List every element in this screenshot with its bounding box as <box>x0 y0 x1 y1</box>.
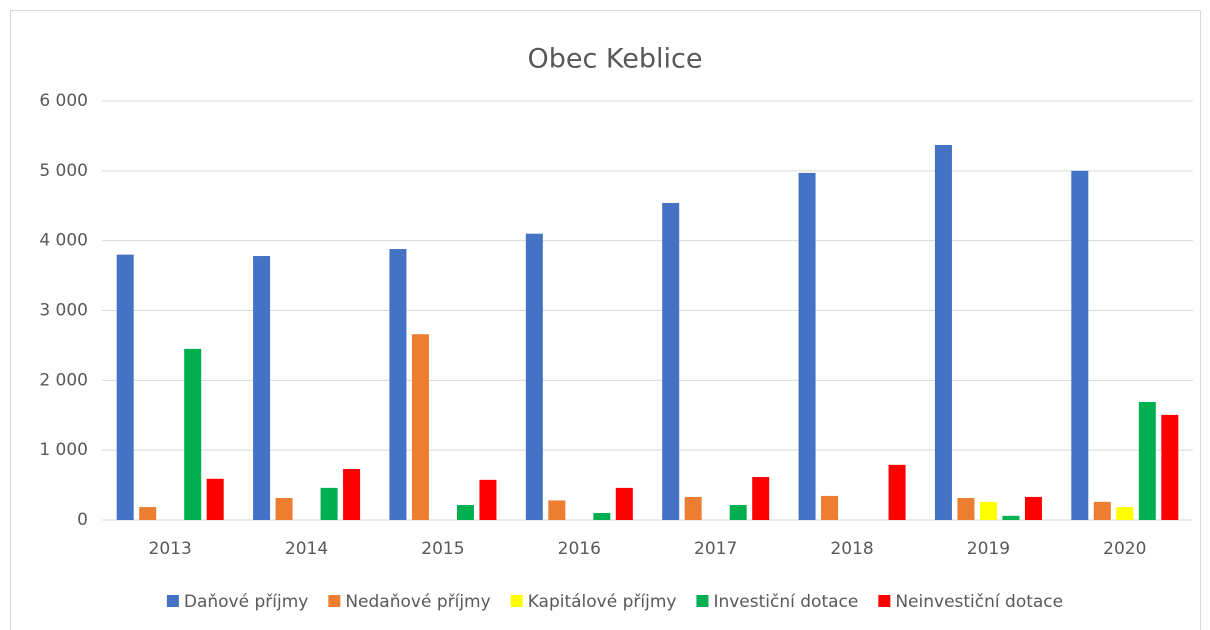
legend: Daňové příjmy Nedaňové příjmy Kapitálové p… <box>166 592 1063 612</box>
x-tick-label: 2018 <box>830 539 873 559</box>
bar <box>1093 501 1111 520</box>
bar <box>1138 401 1156 520</box>
x-tick-label: 2014 <box>285 539 328 559</box>
bar <box>1002 515 1020 520</box>
x-tick-label: 2017 <box>694 539 737 559</box>
y-tick-label: 0 <box>77 510 88 530</box>
bar <box>1024 496 1042 520</box>
chart-title: Obec Keblice <box>528 44 703 75</box>
legend-label: Investiční dotace <box>713 592 858 612</box>
x-tick-label: 2016 <box>558 539 601 559</box>
legend-label: Neinvestiční dotace <box>895 592 1063 612</box>
chart-border <box>10 10 1201 630</box>
bar <box>320 487 338 520</box>
y-tick-label: 5 000 <box>39 161 88 181</box>
bar <box>206 478 224 520</box>
bar <box>139 507 157 520</box>
bar <box>116 254 134 520</box>
legend-swatch <box>166 595 179 607</box>
bar <box>389 249 407 520</box>
bar <box>1116 507 1134 520</box>
bar <box>184 348 202 520</box>
bar <box>593 513 611 520</box>
y-tick-label: 6 000 <box>39 91 88 111</box>
legend-swatch <box>696 595 709 607</box>
bar <box>343 469 361 520</box>
bar <box>1071 170 1089 521</box>
y-tick-label: 1 000 <box>39 440 88 460</box>
bar <box>411 334 429 520</box>
legend-label: Daňové příjmy <box>184 592 308 612</box>
x-tick-label: 2020 <box>1103 539 1146 559</box>
legend-label: Kapitálové příjmy <box>528 592 677 612</box>
x-tick-label: 2013 <box>149 539 192 559</box>
bar <box>253 256 271 520</box>
legend-swatch <box>328 595 341 607</box>
y-tick-label: 4 000 <box>39 231 88 251</box>
bar <box>615 487 633 520</box>
x-tick-label: 2019 <box>967 539 1010 559</box>
bar <box>479 479 497 520</box>
legend-swatch <box>510 595 523 607</box>
bar <box>1161 414 1179 520</box>
bar <box>275 498 293 520</box>
bar <box>957 498 975 520</box>
bar <box>888 464 906 520</box>
bar <box>934 144 952 520</box>
bar <box>525 233 543 520</box>
bar <box>752 477 770 520</box>
y-tick-label: 2 000 <box>39 370 88 390</box>
bar <box>821 495 839 520</box>
x-tick-label: 2015 <box>421 539 464 559</box>
legend-label: Nedaňové příjmy <box>345 592 490 612</box>
bar <box>456 504 474 520</box>
bar <box>684 496 702 520</box>
y-tick-label: 3 000 <box>39 301 88 321</box>
bar <box>662 202 680 520</box>
bar <box>979 501 997 520</box>
bar <box>548 500 566 520</box>
legend-swatch <box>878 595 891 607</box>
bar <box>798 172 816 520</box>
bar <box>729 504 747 520</box>
